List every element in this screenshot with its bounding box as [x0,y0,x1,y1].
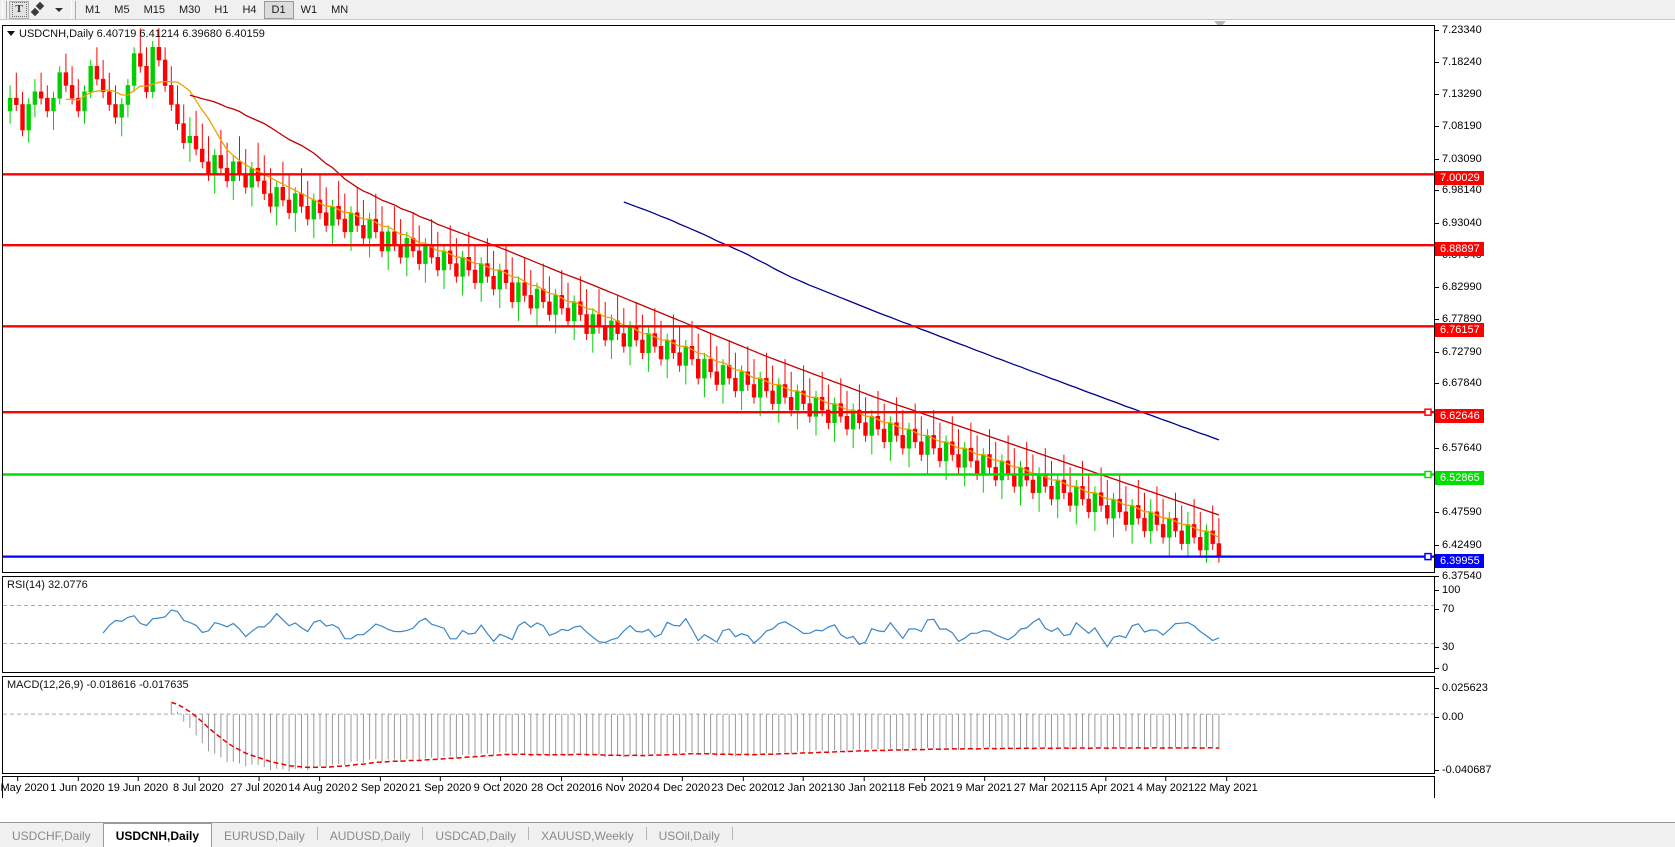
time-axis-label: 13 May 2020 [0,776,49,794]
text-icon: T [11,2,27,17]
price-level-badge-resistance[interactable]: 6.62646 [1435,409,1484,424]
time-axis-label: 1 Jun 2020 [50,776,105,794]
chart-tab-usdcad[interactable]: USDCAD,Daily [435,829,517,843]
chart-tab-bar: USDCHF,Daily USDCNH,Daily EURUSD,Daily AUDU… [0,822,1675,847]
rsi-tick-label: 70 [1435,603,1454,615]
price-tick-label: 7.08190 [1435,120,1482,132]
time-axis-label: 16 Nov 2020 [590,776,653,794]
price-level-badge-resistance[interactable]: 6.88897 [1435,242,1484,257]
time-axis-label: 22 May 2021 [1194,776,1258,794]
indicators-dropdown-button[interactable] [49,1,69,19]
toolbar-grip[interactable] [2,0,7,19]
timeframe-button-m15[interactable]: M15 [143,3,165,16]
chart-area: USDCNH,Daily 6.40719 6.41214 6.39680 6.4… [0,20,1675,820]
rsi-tick-label: 0 [1435,662,1448,674]
time-axis-label: 4 May 2021 [1136,776,1195,794]
tab-separator [316,826,318,840]
macd-panel-label: MACD(12,26,9) -0.018616 -0.017635 [7,679,189,691]
price-tick-label: 6.57640 [1435,442,1482,454]
time-axis-label: 23 Dec 2020 [711,776,774,794]
time-axis-label: 27 Mar 2021 [1013,776,1076,794]
time-axis-label: 9 Mar 2021 [956,776,1012,794]
time-axis-label: 27 Jul 2020 [230,776,288,794]
timeframe-button-m30[interactable]: M30 [178,3,201,16]
rsi-tick-label: 30 [1435,641,1454,653]
time-axis-label: 19 Jun 2020 [107,776,169,794]
macd-tick-label: 0.025623 [1435,682,1488,694]
timeframe-group: M1 M5 M15 M30 H1 H4 D1 W1 MN [78,0,355,19]
price-scale[interactable]: 7.23340 7.18240 7.13290 7.08190 7.03090 6.981… [1435,24,1675,582]
macd-chart-canvas [3,701,1434,772]
timeframe-button-d1[interactable]: D1 [263,0,294,19]
time-axis-label: 18 Feb 2021 [892,776,955,794]
chart-tab-usdcnh[interactable]: USDCNH,Daily [102,823,213,847]
time-axis-label: 9 Oct 2020 [473,776,528,794]
time-axis-label: 21 Sep 2020 [408,776,472,794]
timeframe-button-mn[interactable]: MN [331,3,349,16]
time-axis-label: 8 Jul 2020 [172,776,224,794]
macd-scale[interactable]: 0.025623 0.00 -0.040687 [1435,676,1675,776]
time-axis-label: 15 Apr 2021 [1075,776,1135,794]
chart-tab-eurusd[interactable]: EURUSD,Daily [224,829,305,843]
text-tool-button[interactable]: T [9,0,29,19]
tab-separator [645,826,647,840]
time-axis-label: 30 Jan 2021 [832,776,894,794]
rsi-chart-canvas [3,605,1434,648]
price-tick-label: 6.82990 [1435,281,1482,293]
rsi-panel-label: RSI(14) 32.0776 [7,579,88,591]
price-tick-label: 6.37540 [1435,570,1482,582]
price-tick-label: 7.03090 [1435,153,1482,165]
price-tick-label: 6.93040 [1435,217,1482,229]
time-axis-label: 2 Sep 2020 [351,776,408,794]
rsi-scale[interactable]: 100 70 30 0 [1435,576,1675,674]
rsi-tick-label: 100 [1435,584,1460,596]
time-axis-label: 28 Oct 2020 [531,776,591,794]
macd-tick-label: 0.00 [1435,711,1463,723]
time-axis-label: 14 Aug 2020 [288,776,351,794]
price-tick-label: 6.72790 [1435,346,1482,358]
price-chart-panel[interactable]: USDCNH,Daily 6.40719 6.41214 6.39680 6.4… [2,25,1435,573]
price-tick-label: 6.77890 [1435,313,1482,325]
price-level-badge-resistance[interactable]: 6.76157 [1435,323,1484,338]
chart-tab-usoil[interactable]: USOil,Daily [658,829,720,843]
indicators-icon [30,1,48,17]
chart-tab-usdchf[interactable]: USDCHF,Daily [12,829,91,843]
price-level-badge-pivot[interactable]: 6.52865 [1435,471,1484,486]
price-panel-label-text: USDCNH,Daily 6.40719 6.41214 6.39680 6.4… [19,28,265,40]
price-tick-label: 6.98140 [1435,184,1482,196]
timeframe-button-h4[interactable]: H4 [242,3,257,16]
price-tick-label: 6.47590 [1435,506,1482,518]
time-axis-label: 4 Dec 2020 [653,776,711,794]
macd-tick-label: -0.040687 [1435,764,1492,776]
time-axis-label: 12 Jan 2021 [772,776,834,794]
price-tick-label: 7.13290 [1435,88,1482,100]
price-tick-label: 6.42490 [1435,539,1482,551]
chart-tab-xauusd[interactable]: XAUUSD,Weekly [541,829,634,843]
timeframe-group-grip[interactable] [71,0,76,19]
price-tick-label: 7.23340 [1435,24,1482,36]
price-panel-label: USDCNH,Daily 6.40719 6.41214 6.39680 6.4… [7,28,265,40]
price-level-badge-current-price[interactable]: 6.39955 [1435,553,1484,568]
tab-separator [528,826,530,840]
timeframe-button-m5[interactable]: M5 [114,3,130,16]
collapse-caret-icon[interactable] [7,31,15,36]
price-chart-canvas [3,28,1434,563]
rsi-indicator-panel[interactable]: RSI(14) 32.0776 [2,576,1435,673]
tab-separator [422,826,424,840]
timeframe-button-m1[interactable]: M1 [85,3,101,16]
tab-separator [731,826,733,840]
indicators-button[interactable] [29,1,49,19]
timeframe-button-w1[interactable]: W1 [300,3,318,16]
macd-indicator-panel[interactable]: MACD(12,26,9) -0.018616 -0.017635 [2,676,1435,774]
timeframe-button-h1[interactable]: H1 [214,3,229,16]
chevron-down-icon [55,7,63,12]
price-level-badge-resistance[interactable]: 7.00029 [1435,171,1484,186]
price-tick-label: 7.18240 [1435,56,1482,68]
chart-tab-audusd[interactable]: AUDUSD,Daily [329,829,411,843]
price-tick-label: 6.67840 [1435,377,1482,389]
chart-scroll-caret-icon[interactable] [1214,21,1226,28]
main-toolbar: T M1 M5 M15 M30 H1 H4 D1 W1 MN [0,0,1675,20]
